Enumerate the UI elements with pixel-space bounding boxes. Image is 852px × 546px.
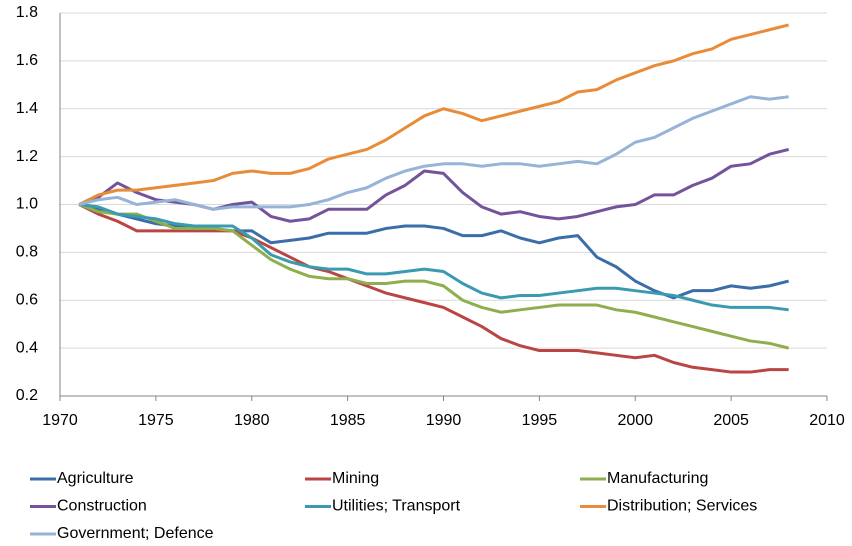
legend-item: Mining bbox=[305, 470, 379, 487]
y-tick-label: 0.6 bbox=[16, 291, 38, 308]
y-tick-label: 1.2 bbox=[16, 148, 38, 165]
x-tick-label: 1970 bbox=[42, 412, 78, 429]
legend-item: Agriculture bbox=[30, 470, 134, 487]
x-tick-label: 2010 bbox=[809, 412, 845, 429]
series-line bbox=[78, 203, 790, 350]
legend-item: Utilities; Transport bbox=[305, 498, 461, 515]
x-tick-label: 1985 bbox=[330, 412, 366, 429]
legend-label: Agriculture bbox=[57, 470, 134, 487]
x-tick-label: 1995 bbox=[522, 412, 558, 429]
y-tick-label: 1.0 bbox=[16, 196, 38, 213]
y-tick-label: 1.4 bbox=[16, 100, 38, 117]
legend-item: Construction bbox=[30, 498, 147, 515]
series-line bbox=[78, 203, 789, 374]
legend-label: Government; Defence bbox=[57, 525, 214, 542]
legend-label: Utilities; Transport bbox=[332, 498, 461, 515]
x-tick-label: 1990 bbox=[426, 412, 462, 429]
legend-label: Distribution; Services bbox=[607, 498, 757, 515]
legend-label: Manufacturing bbox=[607, 470, 708, 487]
series-line bbox=[78, 203, 789, 312]
legend-item: Manufacturing bbox=[580, 470, 708, 487]
x-tick-label: 1980 bbox=[234, 412, 270, 429]
y-tick-label: 1.8 bbox=[16, 4, 38, 21]
y-tick-label: 0.8 bbox=[16, 244, 38, 261]
legend-label: Construction bbox=[57, 498, 147, 515]
series-line bbox=[78, 23, 790, 206]
x-tick-label: 2000 bbox=[617, 412, 653, 429]
series-line bbox=[78, 95, 789, 211]
x-tick-label: 2005 bbox=[713, 412, 749, 429]
legend-item: Government; Defence bbox=[30, 525, 214, 542]
legend-item: Distribution; Services bbox=[580, 498, 757, 515]
y-tick-label: 0.2 bbox=[16, 387, 38, 404]
x-tick-label: 1975 bbox=[138, 412, 174, 429]
y-tick-label: 0.4 bbox=[16, 339, 38, 356]
y-tick-label: 1.6 bbox=[16, 52, 38, 69]
legend-label: Mining bbox=[332, 470, 379, 487]
